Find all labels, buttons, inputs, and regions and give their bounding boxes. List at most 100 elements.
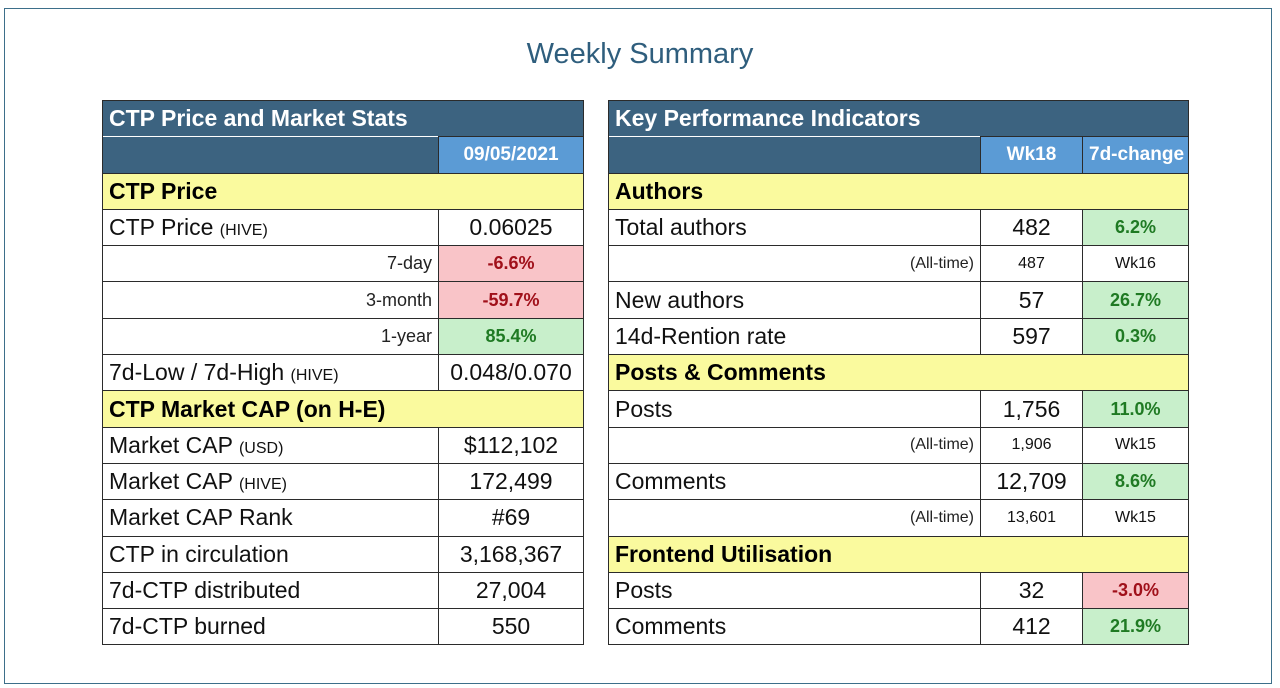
change-label-1year: 1-year [102, 317, 439, 356]
kpi-header-row: Key Performance Indicators [608, 99, 1189, 137]
stat-value: #69 [438, 499, 584, 537]
comments-change: 8.6% [1082, 462, 1189, 501]
new-authors-row: New authors 57 26.7% [608, 281, 1189, 319]
stat-unit: (HIVE) [238, 476, 287, 494]
change-label-7day: 7-day [102, 245, 439, 283]
kpi-table: Key Performance Indicators Wk18 7d-chang… [608, 99, 1189, 646]
change-label-3month: 3-month [102, 281, 439, 319]
total-authors-value: 482 [980, 208, 1083, 247]
authors-alltime-row: (All-time) 487 Wk16 [608, 245, 1189, 283]
fe-comments-value: 412 [980, 608, 1083, 646]
cap-section-row: CTP Market CAP (on H-E) [102, 390, 584, 428]
posts-section-row: Posts & Comments [608, 354, 1189, 392]
authors-section-title: Authors [608, 172, 1189, 210]
stat-row: Market CAP (HIVE) 172,499 [102, 462, 584, 501]
authors-alltime-week: Wk16 [1082, 245, 1189, 283]
col-week: Wk18 [980, 136, 1083, 174]
price-label: CTP Price (HIVE) [102, 208, 439, 247]
fe-comments-label: Comments [608, 608, 981, 646]
stat-row: CTP in circulation 3,168,367 [102, 535, 584, 573]
kpi-columns-row: Wk18 7d-change [608, 136, 1189, 174]
posts-alltime-value: 1,906 [980, 426, 1083, 464]
posts-label: Posts [608, 390, 981, 428]
comments-alltime-week: Wk15 [1082, 499, 1189, 537]
col-change: 7d-change [1082, 136, 1189, 174]
new-authors-value: 57 [980, 281, 1083, 319]
lowhigh-label-text: 7d-Low / 7d-High [109, 359, 285, 386]
lowhigh-unit: (HIVE) [290, 367, 339, 385]
stat-value: 550 [438, 608, 584, 646]
stat-label-text: Market CAP [109, 468, 233, 495]
frontend-section-row: Frontend Utilisation [608, 535, 1189, 573]
price-section-row: CTP Price [102, 172, 584, 210]
posts-value: 1,756 [980, 390, 1083, 428]
comments-alltime-row: (All-time) 13,601 Wk15 [608, 499, 1189, 537]
stat-label: Market CAP Rank [102, 499, 439, 537]
lowhigh-row: 7d-Low / 7d-High (HIVE) 0.048/0.070 [102, 354, 584, 392]
stat-label: 7d-CTP distributed [102, 571, 439, 610]
comments-label: Comments [608, 462, 981, 501]
stat-row: Market CAP Rank #69 [102, 499, 584, 537]
stat-value: 3,168,367 [438, 535, 584, 573]
comments-alltime-label: (All-time) [608, 499, 981, 537]
stats-header-spacer [102, 136, 439, 174]
retention-row: 14d-Rention rate 597 0.3% [608, 317, 1189, 356]
lowhigh-value: 0.048/0.070 [438, 354, 584, 392]
stats-date-row: 09/05/2021 [102, 136, 584, 174]
posts-change: 11.0% [1082, 390, 1189, 428]
stats-date: 09/05/2021 [438, 136, 584, 174]
stat-row: 7d-CTP burned 550 [102, 608, 584, 646]
change-value-7day: -6.6% [438, 245, 584, 283]
stat-label-text: Market CAP [109, 431, 233, 458]
cap-section-title: CTP Market CAP (on H-E) [102, 390, 584, 428]
fe-comments-row: Comments 412 21.9% [608, 608, 1189, 646]
authors-alltime-value: 487 [980, 245, 1083, 283]
retention-change: 0.3% [1082, 317, 1189, 356]
page-title: Weekly Summary [526, 38, 754, 70]
change-row-1year: 1-year 85.4% [102, 317, 584, 356]
authors-alltime-label: (All-time) [608, 245, 981, 283]
total-authors-change: 6.2% [1082, 208, 1189, 247]
change-row-3month: 3-month -59.7% [102, 281, 584, 319]
change-value-1year: 85.4% [438, 317, 584, 356]
comments-alltime-value: 13,601 [980, 499, 1083, 537]
stat-label: CTP in circulation [102, 535, 439, 573]
retention-label: 14d-Rention rate [608, 317, 981, 356]
kpi-header-spacer [608, 136, 981, 174]
total-authors-row: Total authors 482 6.2% [608, 208, 1189, 247]
stat-row: 7d-CTP distributed 27,004 [102, 571, 584, 610]
posts-alltime-week: Wk15 [1082, 426, 1189, 464]
posts-alltime-label: (All-time) [608, 426, 981, 464]
fe-comments-change: 21.9% [1082, 608, 1189, 646]
stats-header-row: CTP Price and Market Stats [102, 99, 584, 137]
frontend-section-title: Frontend Utilisation [608, 535, 1189, 573]
comments-value: 12,709 [980, 462, 1083, 501]
posts-section-title: Posts & Comments [608, 354, 1189, 392]
new-authors-change: 26.7% [1082, 281, 1189, 319]
stat-label: 7d-CTP burned [102, 608, 439, 646]
posts-row: Posts 1,756 11.0% [608, 390, 1189, 428]
stat-value: 172,499 [438, 462, 584, 501]
price-unit: (HIVE) [219, 222, 268, 240]
market-stats-table: CTP Price and Market Stats 09/05/2021 CT… [102, 99, 584, 646]
change-value-3month: -59.7% [438, 281, 584, 319]
stat-row: Market CAP (USD) $112,102 [102, 426, 584, 464]
lowhigh-label: 7d-Low / 7d-High (HIVE) [102, 354, 439, 392]
change-row-7day: 7-day -6.6% [102, 245, 584, 283]
fe-posts-value: 32 [980, 571, 1083, 610]
total-authors-label: Total authors [608, 208, 981, 247]
authors-section-row: Authors [608, 172, 1189, 210]
price-label-text: CTP Price [109, 214, 214, 241]
kpi-header: Key Performance Indicators [608, 99, 1189, 137]
comments-row: Comments 12,709 8.6% [608, 462, 1189, 501]
stat-label: Market CAP (USD) [102, 426, 439, 464]
price-row: CTP Price (HIVE) 0.06025 [102, 208, 584, 247]
stat-value: $112,102 [438, 426, 584, 464]
stat-value: 27,004 [438, 571, 584, 610]
new-authors-label: New authors [608, 281, 981, 319]
fe-posts-label: Posts [608, 571, 981, 610]
stats-header: CTP Price and Market Stats [102, 99, 584, 137]
fe-posts-change: -3.0% [1082, 571, 1189, 610]
stat-unit: (USD) [238, 439, 284, 457]
posts-alltime-row: (All-time) 1,906 Wk15 [608, 426, 1189, 464]
